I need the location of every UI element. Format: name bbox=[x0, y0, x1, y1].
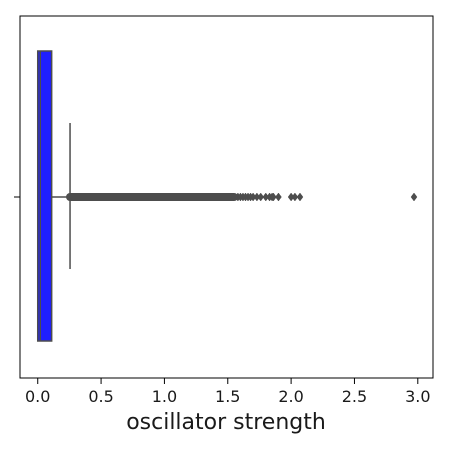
outlier-point bbox=[296, 192, 304, 202]
x-tick-label: 0.0 bbox=[25, 387, 50, 406]
x-axis-label: oscillator strength bbox=[126, 410, 326, 435]
iqr-box bbox=[36, 50, 53, 342]
x-tick-label: 2.0 bbox=[278, 387, 303, 406]
outlier-point bbox=[410, 192, 418, 202]
outlier-point bbox=[257, 192, 265, 202]
x-axis-ticks: 0.0 0.5 1.0 1.5 2.0 2.5 3.0 bbox=[25, 378, 431, 406]
outlier-point bbox=[275, 192, 282, 202]
x-tick-label: 1.0 bbox=[152, 387, 177, 406]
x-tick-label: 2.5 bbox=[342, 387, 367, 406]
x-tick-label: 3.0 bbox=[405, 387, 430, 406]
outlier-point bbox=[270, 192, 277, 202]
x-tick-label: 1.5 bbox=[215, 387, 240, 406]
box-group bbox=[36, 50, 418, 342]
x-tick-label: 0.5 bbox=[88, 387, 113, 406]
outlier-point bbox=[291, 192, 299, 202]
